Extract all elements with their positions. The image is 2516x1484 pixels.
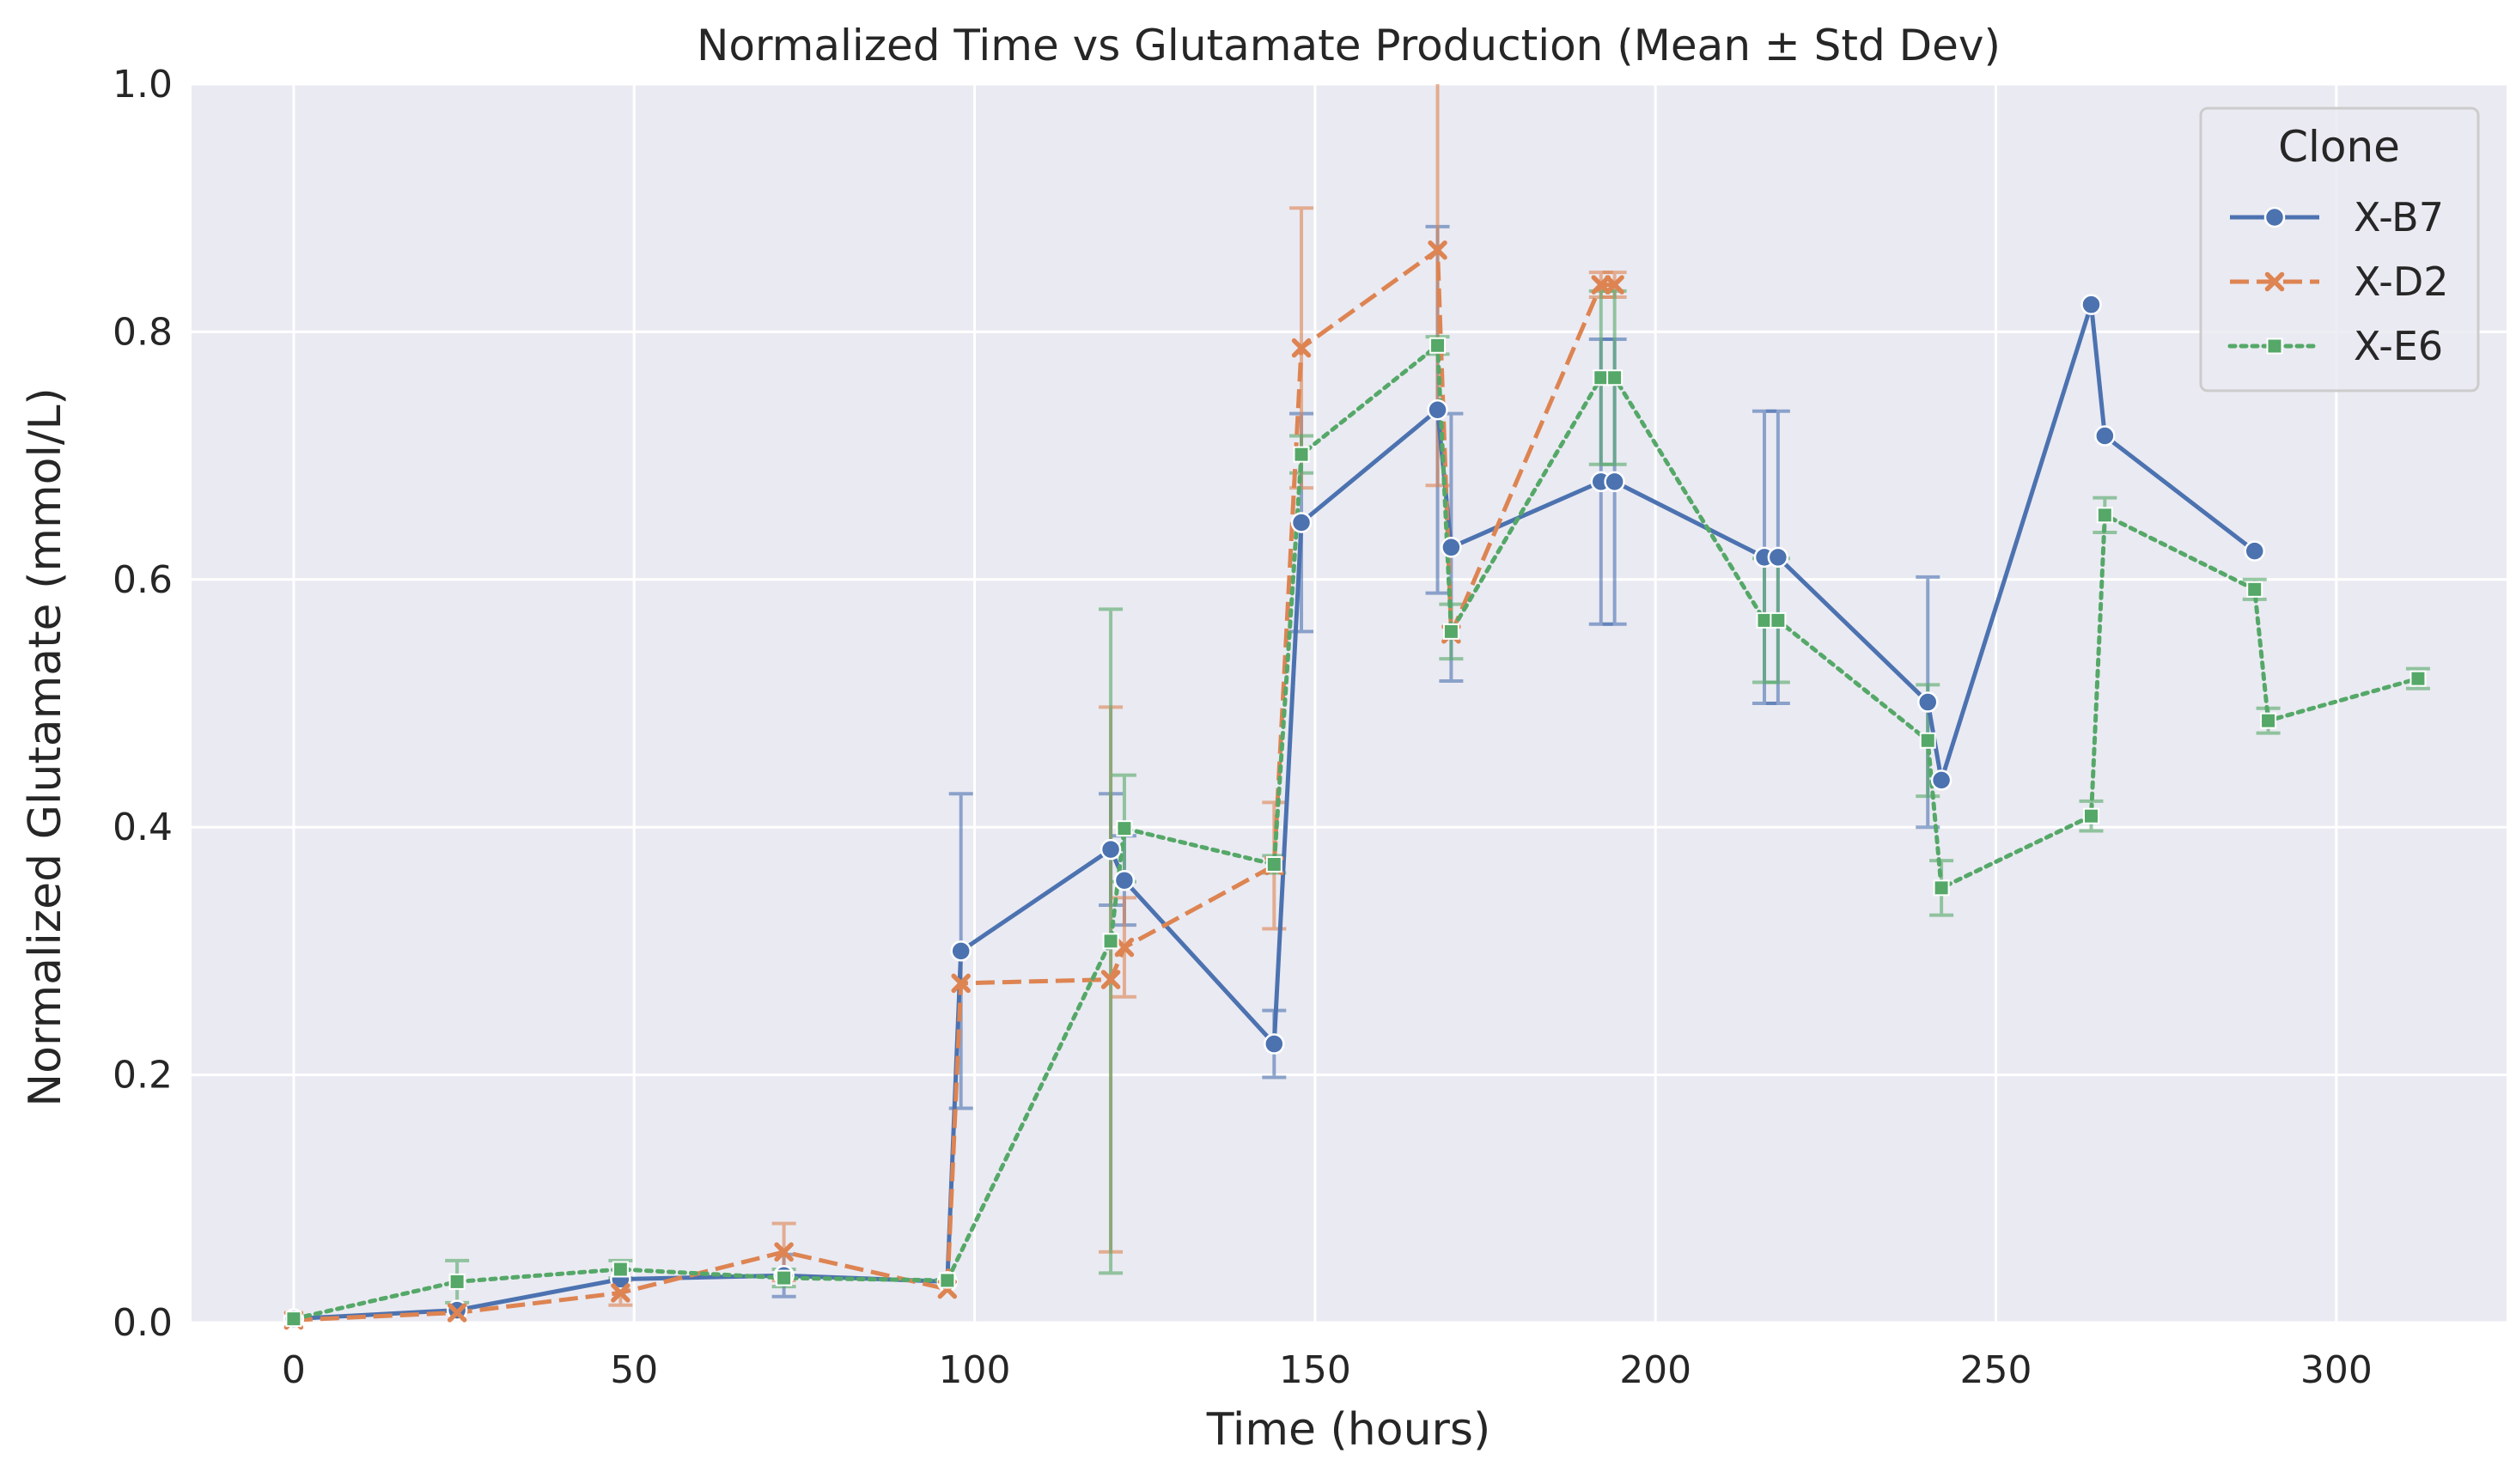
plot-area [192, 84, 2507, 1323]
y-tick-label: 1.0 [113, 63, 173, 106]
point-x-d2 [1291, 338, 1312, 358]
point-x-e6 [1756, 611, 1773, 629]
point-x-e6 [2260, 712, 2277, 729]
legend: Clone X-B7 X-D2 X-E6 [2199, 106, 2480, 392]
point-x-b7 [1113, 869, 1136, 891]
point-x-e6 [2082, 807, 2099, 824]
point-x-e6 [1770, 611, 1787, 629]
point-x-b7 [1930, 769, 1952, 791]
chart-title: Normalized Time vs Glutamate Production … [697, 21, 2001, 70]
point-x-d2 [1428, 240, 1447, 260]
point-x-b7 [1604, 471, 1625, 493]
point-x-e6 [1919, 732, 1936, 749]
x-tick-label: 250 [1960, 1348, 2032, 1392]
series-line-x-e6 [291, 343, 2421, 1322]
point-x-d2 [951, 973, 971, 994]
legend-frame [2199, 106, 2480, 392]
point-x-d2 [774, 1242, 794, 1262]
series-markers [283, 240, 2427, 1330]
point-x-e6 [1265, 855, 1282, 873]
point-x-e6 [1429, 337, 1447, 354]
point-x-e6 [776, 1269, 793, 1286]
point-x-b7 [1767, 546, 1789, 569]
legend-marker-x-e6 [2266, 338, 2283, 355]
point-x-e6 [1102, 933, 1119, 950]
point-x-d2 [1100, 970, 1121, 989]
legend-label-x-d2: X-D2 [2354, 258, 2449, 305]
point-x-e6 [939, 1272, 956, 1289]
point-x-b7 [2094, 425, 2116, 447]
point-x-d2 [1605, 275, 1624, 295]
point-x-b7 [1100, 838, 1122, 861]
x-tick-label: 100 [939, 1348, 1011, 1392]
legend-marker-x-b7 [2263, 206, 2286, 228]
point-x-b7 [950, 940, 972, 962]
x-tick-label: 300 [2300, 1348, 2373, 1392]
point-x-e6 [1116, 820, 1133, 837]
point-x-b7 [1441, 537, 1462, 558]
point-x-e6 [448, 1273, 466, 1290]
x-tick-label: 0 [282, 1348, 306, 1392]
point-x-e6 [2096, 507, 2113, 524]
point-x-b7 [2080, 294, 2102, 315]
y-axis-label: Normalized Glutamate (mmol/L) [20, 387, 71, 1106]
x-tick-label: 200 [1619, 1348, 1691, 1392]
point-x-d2 [447, 1303, 467, 1323]
point-x-b7 [1264, 1033, 1285, 1055]
grid [192, 82, 2507, 1324]
y-tick-label: 0.4 [113, 806, 173, 849]
tick-labels: 0 50 100 150 200 250 300 0.0 0.2 0.4 0.6 0.8 1.0 [113, 63, 2373, 1392]
x-tick-label: 150 [1279, 1348, 1351, 1392]
point-x-e6 [1593, 369, 1610, 386]
point-x-d2 [611, 1283, 631, 1303]
legend-label-x-b7: X-B7 [2354, 194, 2444, 240]
point-x-e6 [1933, 879, 1950, 897]
point-x-b7 [1290, 512, 1313, 533]
y-tick-label: 0.0 [113, 1301, 173, 1345]
legend-marker-x-d2 [2264, 271, 2285, 292]
point-x-d2 [1591, 275, 1611, 295]
x-axis-label: Time (hours) [1206, 1404, 1491, 1456]
y-tick-label: 0.6 [113, 558, 173, 602]
point-x-e6 [1442, 623, 1459, 640]
legend-title: Clone [2278, 122, 2400, 172]
point-x-d2 [1114, 937, 1135, 958]
legend-label-x-e6: X-E6 [2354, 323, 2443, 369]
point-x-e6 [1293, 446, 1310, 463]
point-x-e6 [2246, 581, 2263, 598]
y-tick-label: 0.8 [113, 310, 173, 354]
point-x-e6 [2409, 670, 2427, 687]
point-x-e6 [1606, 369, 1624, 386]
point-x-e6 [612, 1261, 629, 1278]
point-x-b7 [2244, 540, 2265, 562]
point-x-b7 [1427, 398, 1448, 421]
point-x-b7 [1917, 691, 1939, 713]
point-x-e6 [285, 1311, 302, 1328]
y-tick-label: 0.2 [113, 1054, 173, 1098]
x-tick-label: 50 [610, 1348, 658, 1392]
